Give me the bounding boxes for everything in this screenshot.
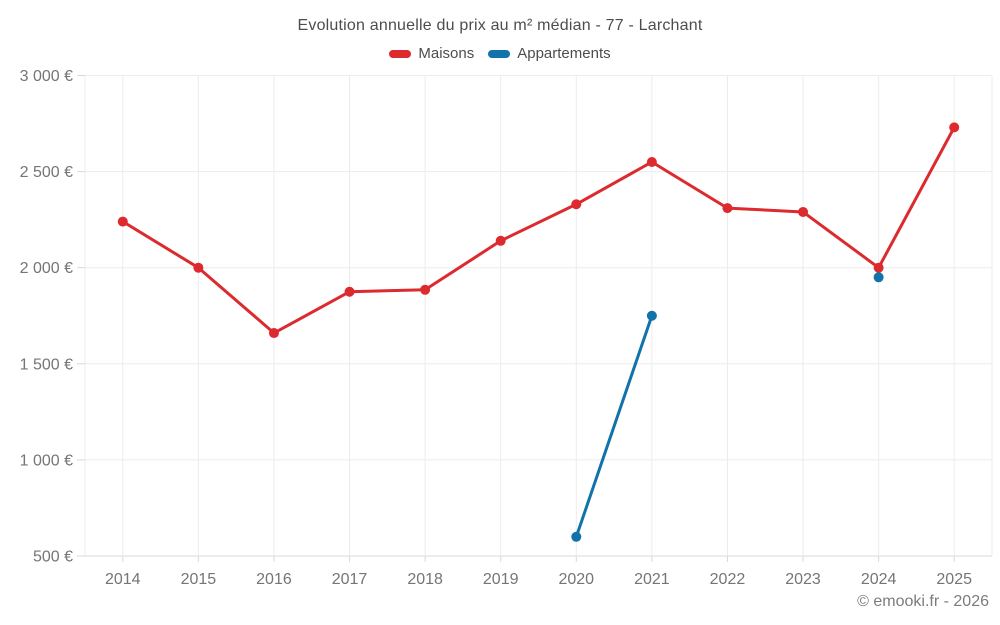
legend-swatch-appartements-icon [488, 49, 511, 58]
data-point-maisons-2024[interactable] [873, 262, 884, 273]
data-point-appartements-2021[interactable] [646, 310, 657, 321]
data-point-maisons-2018[interactable] [420, 284, 431, 295]
y-tick-label: 1 500 € [20, 356, 73, 373]
series-points-appartements [571, 272, 884, 542]
axis-ticks [77, 75, 955, 562]
series-line-appartements [574, 314, 654, 539]
data-point-maisons-2025[interactable] [949, 122, 960, 133]
series-points-maisons [117, 122, 960, 339]
data-point-maisons-2015[interactable] [193, 262, 204, 273]
data-point-maisons-2023[interactable] [798, 206, 809, 217]
y-tick-label: 3 000 € [20, 68, 73, 85]
data-point-maisons-2021[interactable] [646, 156, 657, 167]
data-point-maisons-2022[interactable] [722, 203, 733, 214]
x-tick-label: 2024 [861, 571, 897, 588]
x-gridlines [84, 75, 993, 556]
x-tick-label: 2021 [634, 571, 670, 588]
y-tick-label: 500 € [33, 549, 73, 566]
data-point-appartements-2020[interactable] [571, 531, 582, 542]
legend: Maisons Appartements [0, 45, 1000, 62]
y-tick-label: 2 500 € [20, 164, 73, 181]
x-axis-labels: 2014 2015 2016 2017 2018 2019 2020 2021 2022 2023… [105, 571, 972, 588]
x-tick-label: 2018 [407, 571, 443, 588]
legend-item-maisons[interactable]: Maisons [389, 45, 474, 62]
data-point-maisons-2017[interactable] [344, 286, 355, 297]
y-tick-label: 2 000 € [20, 260, 73, 277]
x-tick-label: 2020 [558, 571, 594, 588]
series-line-maisons [121, 125, 956, 335]
x-tick-label: 2025 [936, 571, 972, 588]
legend-swatch-maisons-icon [389, 49, 412, 58]
legend-label-appartements: Appartements [517, 45, 611, 62]
x-tick-label: 2015 [181, 571, 217, 588]
x-tick-label: 2017 [332, 571, 368, 588]
chart-title: Evolution annuelle du prix au m² médian … [297, 17, 703, 34]
y-tick-label: 1 000 € [20, 452, 73, 469]
data-point-maisons-2020[interactable] [571, 199, 582, 210]
x-tick-label: 2022 [710, 571, 746, 588]
data-point-maisons-2019[interactable] [495, 235, 506, 246]
data-point-appartements-2024[interactable] [873, 272, 884, 283]
x-tick-label: 2019 [483, 571, 519, 588]
data-point-maisons-2014[interactable] [117, 216, 128, 227]
y-gridlines [85, 75, 992, 557]
legend-item-appartements[interactable]: Appartements [488, 45, 611, 62]
data-point-maisons-2016[interactable] [268, 328, 279, 339]
x-tick-label: 2016 [256, 571, 292, 588]
x-tick-label: 2023 [785, 571, 821, 588]
y-axis-labels: 500 € 1 000 € 1 500 € 2 000 € 2 500 € 3 000 € [20, 68, 73, 566]
legend-label-maisons: Maisons [418, 45, 475, 62]
x-tick-label: 2014 [105, 571, 141, 588]
copyright-credit: © emooki.fr - 2026 [857, 593, 989, 610]
